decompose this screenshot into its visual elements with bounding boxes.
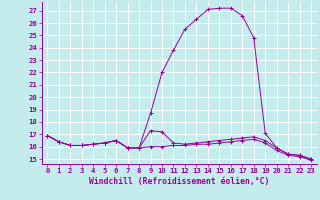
X-axis label: Windchill (Refroidissement éolien,°C): Windchill (Refroidissement éolien,°C) xyxy=(89,177,269,186)
